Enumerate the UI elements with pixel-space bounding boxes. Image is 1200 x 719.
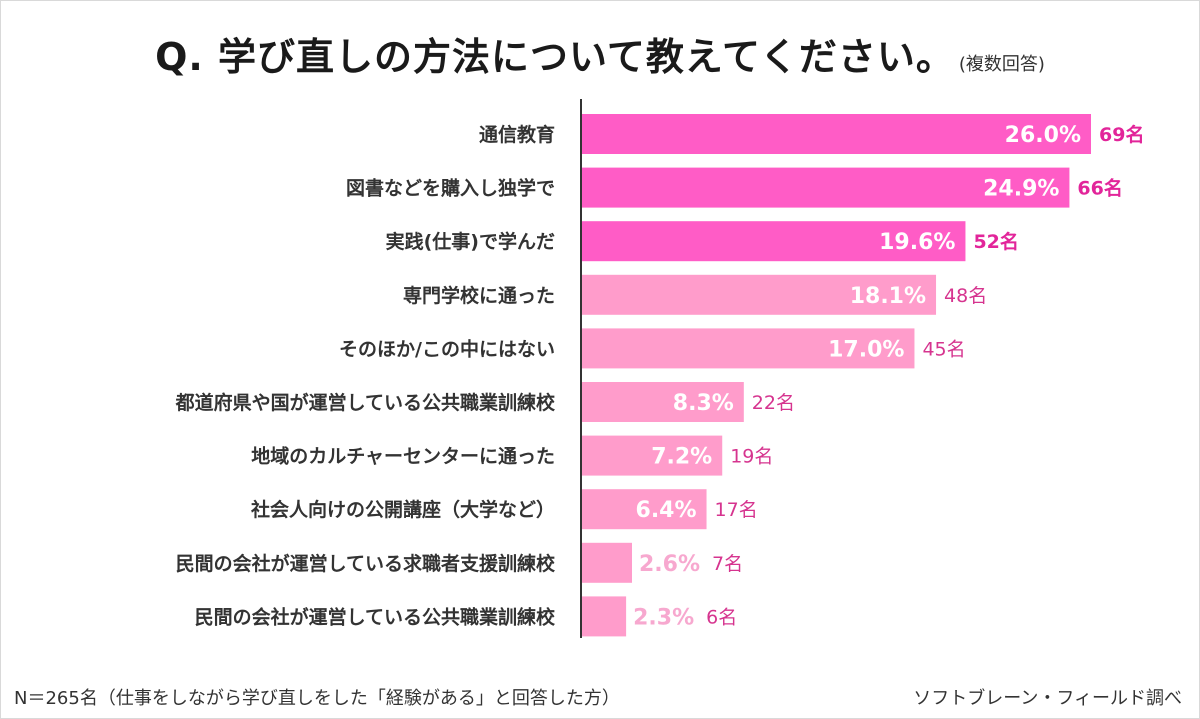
value-label: 24.9% xyxy=(983,177,1059,202)
value-label: 8.3% xyxy=(673,391,734,416)
count-label: 19名 xyxy=(730,446,773,468)
sample-note: N＝265名（仕事をしながら学び直しをした「経験がある」と回答した方） xyxy=(14,688,620,709)
category-label: 実践(仕事)で学んだ xyxy=(386,230,555,253)
source-credit: ソフトブレーン・フィールド調べ xyxy=(913,688,1182,709)
category-label: 通信教育 xyxy=(479,123,555,146)
count-label: 45名 xyxy=(922,338,965,360)
category-label: そのほか/この中にはない xyxy=(339,337,555,360)
value-label: 19.6% xyxy=(879,230,955,255)
category-label: 専門学校に通った xyxy=(403,284,555,307)
bar xyxy=(581,542,632,583)
multiple-answer-note: (複数回答) xyxy=(958,54,1045,75)
value-label: 2.3% xyxy=(633,605,694,630)
count-label: 66名 xyxy=(1077,177,1122,200)
count-label: 48名 xyxy=(944,285,987,307)
count-label: 7名 xyxy=(712,553,743,575)
category-label: 民間の会社が運営している求職者支援訓練校 xyxy=(176,552,556,575)
value-label: 26.0% xyxy=(1005,123,1081,148)
count-label: 52名 xyxy=(973,230,1018,253)
bar xyxy=(581,435,723,476)
count-label: 22名 xyxy=(752,392,795,414)
bar xyxy=(581,114,1091,154)
category-label: 都道府県や国が運営している公共職業訓練校 xyxy=(175,391,556,414)
bar xyxy=(581,328,915,369)
bar xyxy=(581,489,707,530)
bar xyxy=(581,382,744,422)
count-label: 17名 xyxy=(715,499,758,521)
value-label: 7.2% xyxy=(651,445,712,470)
value-label: 17.0% xyxy=(828,337,904,362)
bar xyxy=(581,596,627,637)
category-label: 社会人向けの公開講座（大学など） xyxy=(250,498,555,521)
count-label: 6名 xyxy=(706,606,737,628)
bar xyxy=(581,167,1070,208)
question-text: Q. 学び直しの方法について教えてください。 xyxy=(155,35,955,79)
count-label: 69名 xyxy=(1099,123,1144,146)
value-label: 6.4% xyxy=(636,498,697,523)
chart-title: Q. 学び直しの方法について教えてください。 (複数回答) xyxy=(0,26,1200,81)
category-label: 地域のカルチャーセンターに通った xyxy=(251,445,555,468)
category-label: 民間の会社が運営している公共職業訓練校 xyxy=(195,605,556,628)
bar xyxy=(581,274,937,315)
value-label: 18.1% xyxy=(850,284,926,309)
bar xyxy=(581,221,966,262)
category-label: 図書などを購入し独学で xyxy=(346,177,555,200)
value-label: 2.6% xyxy=(639,552,700,577)
